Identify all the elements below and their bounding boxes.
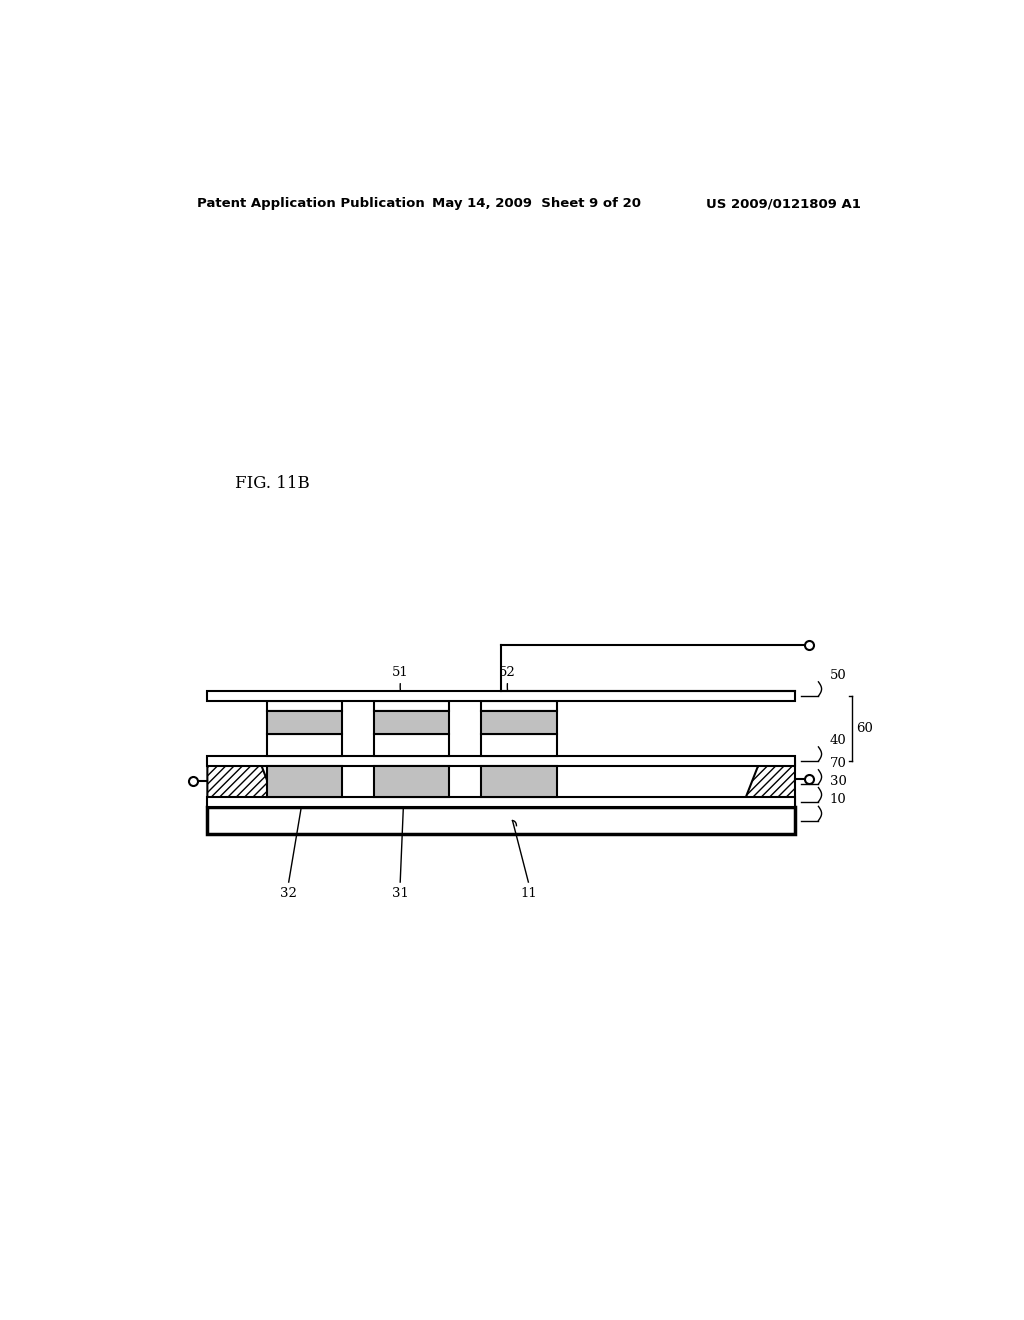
Bar (207, 756, 795, 766)
Bar (267, 701, 342, 711)
Text: 32: 32 (281, 887, 297, 900)
Bar (374, 701, 450, 711)
Text: 10: 10 (829, 793, 846, 807)
Text: 30: 30 (829, 775, 847, 788)
Text: 11: 11 (520, 887, 537, 900)
Text: 51: 51 (392, 665, 409, 678)
Text: May 14, 2009  Sheet 9 of 20: May 14, 2009 Sheet 9 of 20 (432, 197, 641, 210)
Bar (207, 690, 795, 701)
Text: 40: 40 (829, 734, 846, 747)
Bar (481, 734, 557, 756)
Bar (481, 766, 557, 797)
Text: US 2009/0121809 A1: US 2009/0121809 A1 (706, 197, 860, 210)
Polygon shape (742, 762, 795, 807)
Text: 52: 52 (499, 665, 516, 678)
Text: 31: 31 (392, 887, 409, 900)
Bar (374, 711, 450, 734)
Bar (374, 734, 450, 756)
Bar (207, 797, 795, 807)
Text: 60: 60 (856, 722, 873, 735)
Bar (374, 766, 450, 797)
Bar (267, 766, 342, 797)
Text: 70: 70 (829, 756, 847, 770)
Bar (207, 807, 795, 834)
Bar (481, 711, 557, 734)
Bar (267, 711, 342, 734)
Bar (481, 701, 557, 711)
Text: 50: 50 (829, 669, 846, 682)
Bar (267, 734, 342, 756)
Polygon shape (207, 762, 278, 807)
Text: FIG. 11B: FIG. 11B (236, 475, 310, 492)
Text: Patent Application Publication: Patent Application Publication (197, 197, 425, 210)
